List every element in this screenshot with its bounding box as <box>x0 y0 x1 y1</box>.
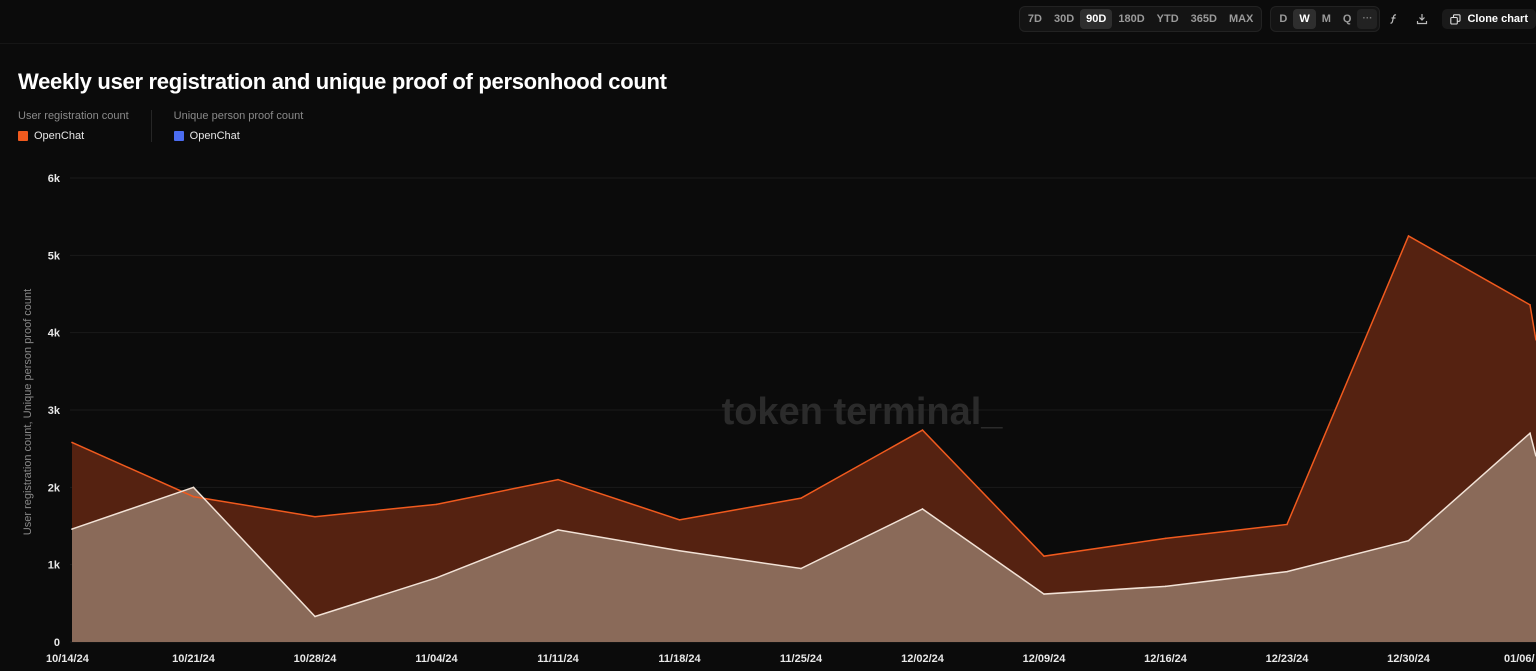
more-options-button[interactable]: ··· <box>1357 9 1378 29</box>
x-tick-label: 10/28/24 <box>294 653 338 665</box>
watermark: token terminal_ <box>722 391 1004 433</box>
legend-swatch <box>173 131 184 141</box>
y-tick-label: 3k <box>48 405 61 417</box>
download-icon[interactable] <box>1408 9 1436 29</box>
x-tick-label: 12/16/24 <box>1144 653 1188 665</box>
clone-chart-button[interactable]: Clone chart <box>1442 9 1536 29</box>
legend: User registration count OpenChat Unique … <box>18 110 325 142</box>
registration-point <box>1043 555 1045 557</box>
range-30d-button[interactable]: 30D <box>1053 13 1075 25</box>
registration-line <box>71 234 1536 557</box>
proof-point <box>435 577 438 579</box>
range-selector: 7D 30D 90D 180D YTD 365D MAX <box>1018 6 1263 32</box>
y-tick-label: 6k <box>48 173 61 185</box>
legend-group-proof: Unique person proof count OpenChat <box>150 110 326 142</box>
registration-point <box>800 497 802 499</box>
formula-icon[interactable] <box>1380 9 1408 29</box>
legend-item-label: OpenChat <box>34 130 85 142</box>
legend-swatch <box>18 131 28 141</box>
registration-point <box>1164 537 1167 540</box>
range-90d-button[interactable]: 90D <box>1080 9 1113 29</box>
proof-point <box>1286 570 1288 573</box>
x-tick-label: 10/14/24 <box>46 653 90 665</box>
range-180d-button[interactable]: 180D <box>1118 13 1145 25</box>
proof-point <box>71 528 73 530</box>
proof-line <box>71 431 1536 618</box>
registration-point <box>314 515 316 518</box>
proof-point <box>800 567 802 570</box>
clone-chart-label: Clone chart <box>1467 13 1528 25</box>
y-tick-label: 1k <box>48 560 61 572</box>
registration-point <box>1407 235 1410 237</box>
x-tick-label: 11/04/24 <box>415 653 458 665</box>
registration-point <box>557 478 559 481</box>
range-max-button[interactable]: MAX <box>1228 13 1254 25</box>
x-tick-label: 01/06/ <box>1504 653 1535 665</box>
x-tick-label: 12/02/24 <box>901 653 945 665</box>
x-tick-label: 12/30/24 <box>1387 653 1431 665</box>
registration-point <box>678 519 681 521</box>
proof-point <box>557 529 559 531</box>
granularity-q-button[interactable]: Q <box>1342 13 1352 25</box>
range-7d-button[interactable]: 7D <box>1027 13 1042 25</box>
proof-area <box>72 433 1536 642</box>
registration-point <box>192 495 195 498</box>
x-tick-label: 12/23/24 <box>1266 653 1310 665</box>
chart-title: Weekly user registration and unique proo… <box>18 69 667 94</box>
clone-icon <box>1450 13 1462 25</box>
granularity-w-button[interactable]: W <box>1293 9 1316 29</box>
proof-point <box>1529 432 1531 435</box>
proof-point <box>921 508 924 510</box>
x-tick-label: 10/21/24 <box>172 653 216 665</box>
registration-point <box>435 503 438 506</box>
y-axis-label: User registration count, Unique person p… <box>22 289 34 535</box>
x-tick-label: 11/11/24 <box>537 653 579 665</box>
proof-point <box>1043 593 1045 595</box>
y-tick-label: 2k <box>48 482 61 494</box>
range-ytd-button[interactable]: YTD <box>1156 13 1179 25</box>
chart-toolbar: 7D 30D 90D 180D YTD 365D MAX D W M Q ··· Clone cha… <box>1018 6 1536 32</box>
registration-point <box>71 441 73 444</box>
y-tick-label: 4k <box>48 328 61 340</box>
granularity-selector: D W M Q ··· <box>1270 6 1381 32</box>
legend-group-registration: User registration count OpenChat <box>18 110 151 142</box>
registration-point <box>1529 304 1531 306</box>
x-tick-label: 11/25/24 <box>780 653 823 665</box>
registration-area <box>72 236 1536 642</box>
x-tick-label: 11/18/24 <box>658 653 701 665</box>
legend-title: Unique person proof count <box>173 110 304 122</box>
legend-item-openchat-proof[interactable]: OpenChat <box>173 130 304 142</box>
header-divider <box>0 43 1536 44</box>
x-tick-label: 12/09/24 <box>1023 653 1067 665</box>
legend-title: User registration count <box>18 110 129 122</box>
proof-point <box>192 486 195 489</box>
granularity-m-button[interactable]: M <box>1321 13 1331 25</box>
range-365d-button[interactable]: 365D <box>1190 13 1217 25</box>
legend-item-openchat-registration[interactable]: OpenChat <box>18 130 129 142</box>
proof-point <box>678 549 681 552</box>
registration-point <box>1286 523 1288 526</box>
legend-item-label: OpenChat <box>189 130 240 142</box>
proof-point <box>1407 539 1410 542</box>
proof-point <box>1164 585 1167 588</box>
registration-point <box>921 429 924 431</box>
proof-point <box>314 615 316 618</box>
y-tick-label: 5k <box>48 250 61 262</box>
granularity-d-button[interactable]: D <box>1279 13 1288 25</box>
y-tick-label: 0 <box>54 637 60 649</box>
